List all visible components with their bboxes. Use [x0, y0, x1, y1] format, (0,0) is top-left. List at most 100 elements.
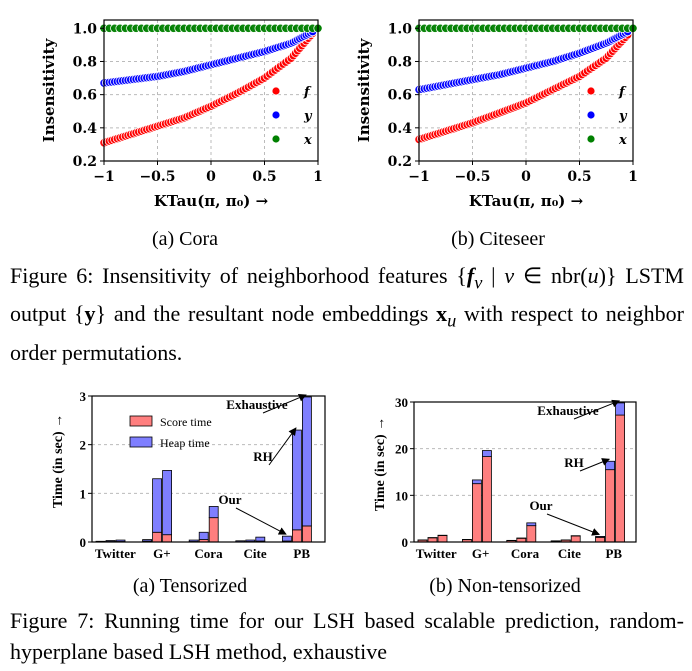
bar-heap-cite	[255, 536, 266, 542]
y-tick-label: 1.0	[388, 21, 413, 37]
x-tick-label: 0.5	[252, 169, 276, 185]
series-x	[414, 23, 638, 33]
bar-heap-cora	[208, 506, 219, 519]
tensorized-bar-chart: Twitter G+ Cora Cite PB 0 1 2 3 Time (in sec) → Ex…	[51, 389, 326, 561]
bar-score-cite	[570, 535, 581, 543]
annotation-rh: RH	[253, 449, 273, 464]
plot-frame	[413, 401, 637, 543]
bar-heap-twitter	[105, 540, 116, 542]
x-tick-label: −1	[408, 169, 429, 185]
bar-score-pb	[605, 469, 615, 543]
annotation-arrow	[546, 513, 601, 536]
y-tick-label: 0.8	[388, 54, 412, 70]
y-tick-label: 0	[402, 535, 409, 550]
x-axis-label: KTau(π, π₀) →	[154, 192, 269, 210]
figure6-caption: Figure 6: Insensitivity of neighborhood …	[10, 263, 684, 365]
series-x	[99, 23, 323, 33]
bar-score-twitter	[427, 537, 438, 543]
annotation-arrow	[573, 399, 621, 420]
plot-frame	[91, 395, 326, 543]
legend-marker-x	[586, 134, 596, 144]
x-tick-label: Cite	[244, 546, 267, 561]
bar-heap-cora	[198, 531, 209, 540]
annotation-rh: RH	[564, 455, 584, 470]
bar-heap-pb	[615, 402, 625, 416]
y-tick-label: 30	[395, 395, 408, 410]
series-f	[99, 28, 318, 148]
annotation-arrow	[579, 458, 611, 472]
legend-label-y: y	[303, 109, 313, 124]
bar-heap-gplus	[142, 539, 153, 542]
bar-heap-gplus	[471, 479, 482, 485]
bar-score-pb	[291, 529, 302, 543]
subfigure-label-tensorized: (a) Tensorized	[132, 575, 248, 597]
nontensorized-bar-chart: Twitter G+ Cora Cite PB 0 10 20 30 Time (in sec) …	[373, 395, 637, 561]
x-tick-label: 0.5	[567, 169, 591, 185]
bar-heap-cora	[188, 539, 199, 542]
bar-heap-pb	[281, 535, 292, 542]
x-tick-label: G+	[472, 546, 490, 561]
bar-heap-pb	[595, 536, 605, 538]
y-tick-label: 20	[395, 442, 408, 457]
x-tick-label: Cite	[558, 546, 581, 561]
bar-score-gplus	[152, 531, 163, 543]
legend-marker-f	[586, 86, 596, 96]
bar-score-cora	[526, 525, 537, 543]
legend-label-x: x	[618, 133, 627, 148]
legend-marker-f	[271, 86, 281, 96]
y-axis-label: Insensitivity	[40, 37, 58, 142]
citeseer-scatter-plot: 0.2 0.4 0.6 0.8 1.0 −1 −0.5 0 0.5 1 Insensitivity K…	[355, 19, 638, 210]
y-tick-label: 3	[80, 389, 87, 404]
cora-scatter-plot: 0.2 0.4 0.6 0.8 1.0 −1 −0.5 0 0.5 1 Insensitivity K…	[40, 19, 323, 210]
subfigure-label-citeseer: (b) Citeseer	[451, 228, 545, 250]
annotation-exhaustive: Exhaustive	[226, 397, 288, 412]
legend-swatch-score	[129, 415, 153, 427]
x-tick-label: −0.5	[139, 169, 175, 185]
bar-score-twitter	[437, 535, 448, 543]
bar-score-gplus	[162, 534, 173, 543]
bar-heap-pb	[301, 396, 312, 527]
legend-marker-y	[271, 110, 281, 120]
legend-label-score: Score time	[160, 415, 212, 429]
subfigure-label-nontensorized: (b) Non-tensorized	[429, 575, 581, 597]
x-tick-label: G+	[153, 546, 171, 561]
annotation-arrow	[268, 427, 297, 466]
y-tick-label: 1.0	[73, 21, 98, 37]
y-axis-label: Time (in sec) →	[51, 414, 66, 508]
bar-heap-gplus	[162, 470, 173, 536]
bar-heap-cora	[526, 522, 537, 527]
bar-score-gplus	[471, 483, 482, 543]
y-tick-label: 0.8	[73, 54, 97, 70]
x-axis-label: KTau(π, π₀) →	[469, 192, 584, 210]
y-tick-label: 0.4	[388, 121, 413, 137]
bar-score-cora	[208, 517, 219, 543]
series-y	[99, 27, 318, 88]
x-tick-label: Twitter	[416, 546, 457, 561]
x-tick-label: −1	[93, 169, 114, 185]
bar-heap-pb	[605, 460, 615, 471]
x-tick-label: PB	[293, 546, 310, 561]
legend-swatch-heap	[129, 436, 153, 448]
x-tick-label: Twitter	[95, 546, 136, 561]
bar-heap-pb	[291, 429, 302, 531]
y-tick-label: 0.4	[73, 121, 98, 137]
y-tick-label: 2	[80, 438, 87, 453]
figure7-caption: Figure 7: Running time for our LSH based…	[10, 608, 684, 664]
bar-score-pb	[615, 414, 625, 543]
x-tick-label: Cora	[194, 546, 223, 561]
bar-score-pb	[595, 536, 605, 543]
bar-score-gplus	[481, 456, 492, 543]
y-tick-label: 10	[395, 488, 408, 503]
annotation-exhaustive: Exhaustive	[537, 403, 599, 418]
annotation-our: Our	[218, 492, 241, 507]
y-axis-label: Time (in sec) →	[373, 417, 388, 511]
y-tick-label: 0.2	[388, 154, 412, 170]
bar-heap-cite	[245, 539, 256, 542]
y-tick-label: 0.6	[73, 88, 97, 104]
annotation-our: Our	[529, 498, 552, 513]
x-tick-label: 1	[313, 169, 323, 185]
x-tick-label: 0	[206, 169, 216, 185]
y-tick-label: 0.6	[388, 88, 412, 104]
legend-marker-y	[586, 110, 596, 120]
